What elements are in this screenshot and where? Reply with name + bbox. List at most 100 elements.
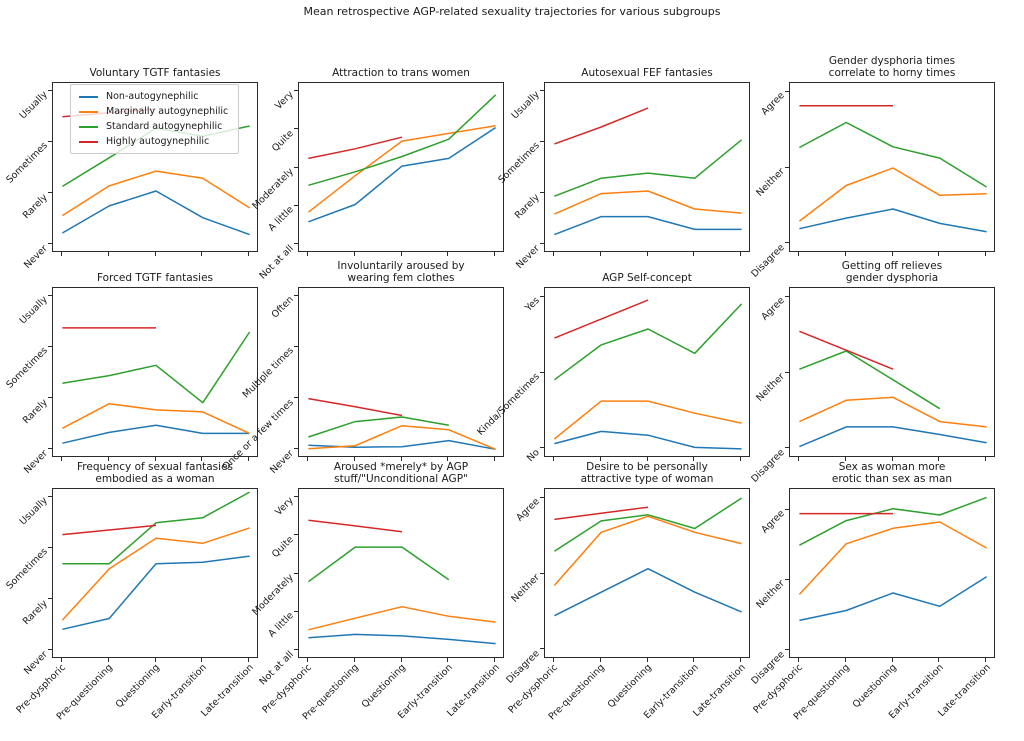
subplot-autosexual-fef-fantasies (544, 82, 750, 252)
legend-entry-highly-autogynephilic: Highly autogynephilic (79, 136, 228, 147)
series-line-marginally-autogynephilic (62, 402, 250, 435)
y-axis-tick-label: Rarely (512, 191, 542, 221)
x-tick-mark (797, 658, 799, 662)
subplot-title: AGP Self-concept (602, 272, 692, 284)
y-axis-tick-label: Never (514, 242, 542, 271)
x-tick-mark (599, 457, 601, 461)
subplot-forced-tgtf-fantasies (52, 287, 258, 457)
y-axis-tick-label: No (524, 447, 542, 464)
series-line-highly-autogynephilic (554, 107, 649, 145)
subplot-desire-to-be-personally (544, 488, 750, 658)
series-line-marginally-autogynephilic (308, 605, 496, 631)
x-tick-mark (552, 658, 554, 662)
x-tick-mark (447, 457, 449, 461)
y-axis-tick-label: Neither (754, 166, 787, 199)
y-tick-mark (294, 397, 298, 399)
y-tick-mark (48, 546, 52, 548)
y-tick-mark (294, 534, 298, 536)
series-line-marginally-autogynephilic (554, 190, 742, 215)
x-tick-mark (494, 457, 496, 461)
y-axis-tick-label: Quite (269, 127, 296, 154)
y-tick-mark (48, 140, 52, 142)
y-tick-mark (48, 345, 52, 347)
x-tick-mark (60, 658, 62, 662)
y-axis-tick-label: Neither (754, 578, 787, 612)
y-tick-mark (540, 447, 544, 449)
legend-entry-non-autogynephilic: Non-autogynephilic (79, 91, 228, 102)
y-axis-tick-label: Usually (509, 89, 542, 122)
series-line-non-autogynephilic (799, 576, 987, 622)
y-tick-mark (785, 242, 789, 244)
y-axis-tick-label: Sometimes (4, 546, 50, 593)
y-axis-tick-label: Disagree (749, 447, 787, 485)
subplot-attraction-to-trans-women (298, 82, 504, 252)
x-tick-mark (201, 457, 203, 461)
legend: Non-autogynephilic Marginally autogynephi… (70, 84, 240, 154)
x-tick-mark (891, 457, 893, 461)
series-line-standard-autogynephilic (553, 303, 743, 381)
x-tick-mark (60, 252, 62, 256)
x-tick-mark (985, 457, 987, 461)
subplot-title: Frequency of sexual fantasies embodied as… (77, 461, 233, 485)
x-tick-mark (447, 252, 449, 256)
x-tick-mark (891, 658, 893, 662)
y-axis-tick-label: Agree (759, 295, 787, 323)
x-tick-mark (248, 457, 250, 461)
x-tick-mark (154, 658, 156, 662)
series-line-highly-autogynephilic (308, 136, 403, 160)
y-tick-mark (540, 371, 544, 373)
y-tick-mark (294, 495, 298, 497)
x-tick-mark (306, 252, 308, 256)
series-line-marginally-autogynephilic (799, 396, 987, 428)
x-tick-mark (599, 658, 601, 662)
y-tick-mark (785, 166, 789, 168)
y-axis-tick-label: Never (22, 447, 50, 476)
subplot-frequency-of-sexual-fantasies (52, 488, 258, 658)
y-axis-tick-label: Rarely (20, 597, 50, 627)
series-line-highly-autogynephilic (308, 397, 403, 417)
x-tick-mark (693, 252, 695, 256)
x-tick-mark (938, 658, 940, 662)
y-axis-tick-label: Very (273, 495, 296, 518)
series-line-non-autogynephilic (62, 190, 250, 236)
x-tick-mark (599, 252, 601, 256)
y-axis-tick-label: Not at all (257, 243, 296, 282)
y-tick-mark (294, 89, 298, 91)
subplot-title: Autosexual FEF fantasies (581, 67, 713, 79)
subplot-sex-as-woman-more (789, 488, 995, 658)
series-line-standard-autogynephilic (307, 546, 450, 583)
plot-area (798, 496, 987, 622)
series-line-marginally-autogynephilic (307, 124, 496, 213)
x-tick-mark (447, 658, 449, 662)
legend-line-swatch (79, 140, 98, 143)
x-tick-mark (646, 658, 648, 662)
subplot-title: Gender dysphoria times correlate to horny… (828, 55, 956, 79)
y-axis-tick-label: A little (266, 204, 296, 235)
y-tick-mark (785, 649, 789, 651)
y-axis-tick-label: Agree (759, 90, 787, 118)
x-tick-mark (891, 252, 893, 256)
series-line-standard-autogynephilic (799, 350, 941, 410)
y-tick-mark (48, 397, 52, 399)
y-axis-tick-label: Agree (514, 496, 542, 524)
y-axis-tick-label: Never (22, 242, 50, 271)
y-axis-tick-label: Usually (17, 495, 50, 528)
y-tick-mark (785, 90, 789, 92)
series-line-non-autogynephilic (308, 126, 497, 223)
series-line-marginally-autogynephilic (798, 167, 987, 222)
x-tick-mark (201, 252, 203, 256)
y-tick-mark (540, 648, 544, 650)
plot-area (307, 519, 496, 645)
subplot-aroused-merely-by-agp (298, 488, 504, 658)
x-tick-mark (740, 457, 742, 461)
y-tick-mark (48, 243, 52, 245)
y-tick-mark (785, 508, 789, 510)
plot-area (62, 327, 251, 444)
x-tick-mark (985, 252, 987, 256)
x-tick-mark (353, 658, 355, 662)
y-tick-mark (540, 572, 544, 574)
legend-line-swatch (79, 125, 98, 128)
y-tick-mark (540, 243, 544, 245)
x-tick-mark (107, 658, 109, 662)
x-tick-mark (400, 457, 402, 461)
